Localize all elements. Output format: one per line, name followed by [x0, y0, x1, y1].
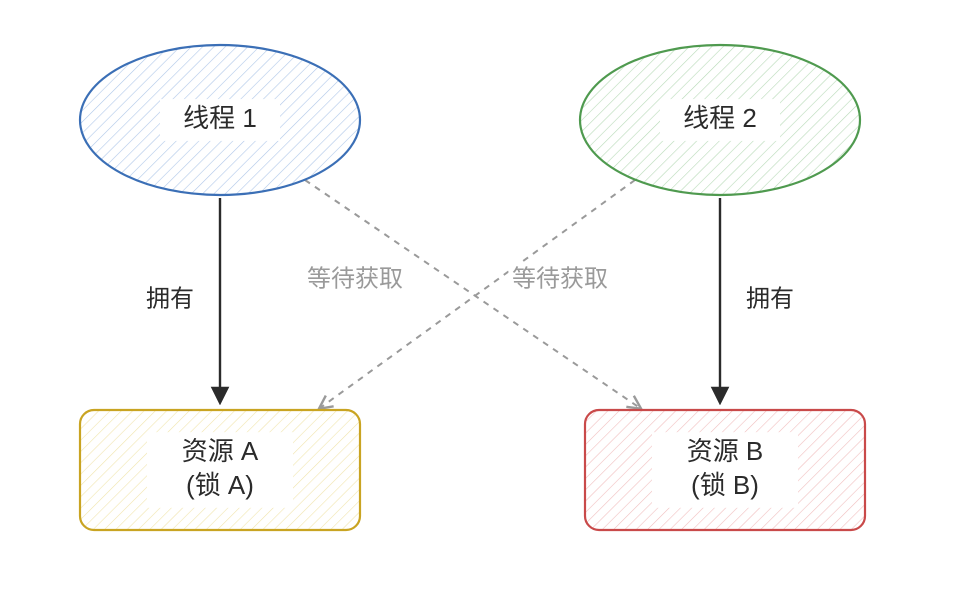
node-label-resourceA-line2: (锁 A) [186, 470, 254, 500]
edge-label-wait2: 等待获取 [307, 265, 403, 292]
edge-label-wait1: 等待获取 [512, 265, 608, 292]
edge-label-own2: 拥有 [746, 285, 794, 312]
node-resourceB: 资源 B (锁 B) [585, 410, 865, 530]
node-label-resourceB-line1: 资源 B [687, 436, 764, 466]
node-label-resourceA-line1: 资源 A [182, 436, 259, 466]
node-label-resourceB-line2: (锁 B) [691, 470, 759, 500]
node-resourceA: 资源 A (锁 A) [80, 410, 360, 530]
edge-label-own1: 拥有 [146, 285, 194, 312]
node-thread2: 线程 2 [580, 45, 860, 195]
node-label-thread1: 线程 1 [183, 103, 257, 133]
node-thread1: 线程 1 [80, 45, 360, 195]
deadlock-diagram: 线程 1 线程 2 资源 A (锁 A) 资源 B (锁 B) 拥有 拥有 等待获取 等待获取 [0, 0, 953, 590]
node-label-thread2: 线程 2 [683, 103, 757, 133]
